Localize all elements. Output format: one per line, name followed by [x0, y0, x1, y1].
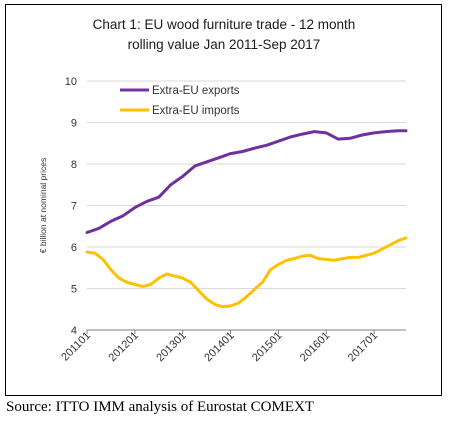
data-point [289, 136, 292, 138]
data-point [94, 252, 96, 255]
data-point [277, 140, 280, 142]
x-tick-label: 201501 [250, 330, 284, 364]
data-point [381, 248, 383, 250]
data-point [122, 215, 124, 217]
chart-frame: Chart 1: EU wood furniture trade - 12 mo… [5, 4, 442, 396]
series-layer [85, 129, 408, 309]
data-point [309, 254, 312, 257]
x-tick-label: 201601 [298, 330, 332, 364]
data-point [197, 289, 200, 292]
data-point [253, 147, 256, 150]
data-point [86, 251, 88, 253]
x-tick-label: 201201 [107, 330, 141, 364]
data-point [365, 254, 367, 257]
data-point [405, 237, 407, 239]
data-point [397, 130, 399, 132]
legend-label: Extra-EU exports [152, 85, 240, 97]
y-tick-label: 4 [71, 325, 77, 337]
data-point [285, 259, 288, 262]
data-point [150, 283, 152, 286]
data-point [205, 298, 208, 300]
data-point [126, 281, 128, 284]
chart-title-line-2: rolling value Jan 2011-Sep 2017 [128, 37, 321, 52]
data-point [293, 257, 296, 260]
y-axis-label: € billion at nominal prices [38, 158, 48, 253]
data-point [193, 165, 196, 167]
y-tick-label: 9 [71, 118, 77, 130]
data-point [229, 152, 232, 155]
data-point [385, 130, 387, 133]
series-line-exports [85, 129, 408, 234]
data-point [169, 183, 172, 186]
data-point [253, 288, 256, 291]
x-tick-label: 201401 [202, 330, 236, 364]
data-point [157, 277, 160, 279]
legend: Extra-EU exports Extra-EU imports [120, 85, 240, 117]
y-tick-label: 8 [71, 159, 77, 171]
y-tick-label: 10 [65, 76, 77, 88]
data-point [217, 156, 220, 159]
chart-svg: Chart 1: EU wood furniture trade - 12 mo… [38, 17, 408, 364]
data-point [245, 296, 248, 298]
data-point [361, 134, 363, 136]
data-point [269, 269, 272, 271]
y-tick-label: 6 [71, 242, 77, 254]
data-point [349, 256, 351, 259]
data-point [157, 196, 160, 198]
data-point [397, 239, 399, 242]
y-tick-label: 7 [71, 201, 77, 213]
data-point [373, 252, 375, 255]
data-point [373, 132, 375, 134]
x-tick-label: 201701 [346, 330, 380, 364]
data-point [110, 220, 112, 223]
data-point [301, 255, 304, 257]
data-point [357, 256, 359, 259]
data-point [405, 130, 407, 132]
chart-title-line-1: Chart 1: EU wood furniture trade - 12 mo… [93, 17, 356, 32]
data-point [205, 161, 208, 163]
data-point [241, 150, 244, 153]
data-point [221, 305, 224, 308]
data-point [337, 138, 340, 140]
data-point [102, 258, 104, 261]
data-point [277, 263, 280, 266]
x-tick-label: 201301 [154, 330, 188, 364]
data-point [110, 269, 112, 271]
data-point [313, 130, 316, 133]
data-point [142, 285, 144, 288]
data-point [189, 281, 192, 284]
data-point [389, 244, 391, 246]
data-point [134, 283, 136, 286]
data-point [301, 133, 304, 135]
data-point [134, 206, 136, 209]
data-point [341, 257, 344, 260]
data-point [317, 257, 320, 260]
data-point [146, 200, 148, 203]
data-point [261, 281, 264, 284]
data-point [265, 144, 268, 147]
data-point [325, 258, 328, 261]
data-point [86, 231, 88, 234]
data-point [237, 302, 240, 304]
data-point [229, 305, 232, 307]
data-point [333, 259, 336, 262]
data-point [325, 132, 328, 134]
data-point [98, 227, 100, 230]
data-point [213, 303, 216, 306]
y-tick-label: 5 [71, 284, 77, 296]
source-note: Source: ITTO IMM analysis of Eurostat CO… [6, 399, 315, 415]
data-point [181, 277, 184, 279]
data-point [165, 273, 168, 275]
legend-label: Extra-EU imports [152, 105, 240, 117]
data-point [181, 175, 184, 178]
data-point [173, 275, 176, 277]
data-point [118, 277, 120, 279]
data-point [349, 137, 351, 140]
